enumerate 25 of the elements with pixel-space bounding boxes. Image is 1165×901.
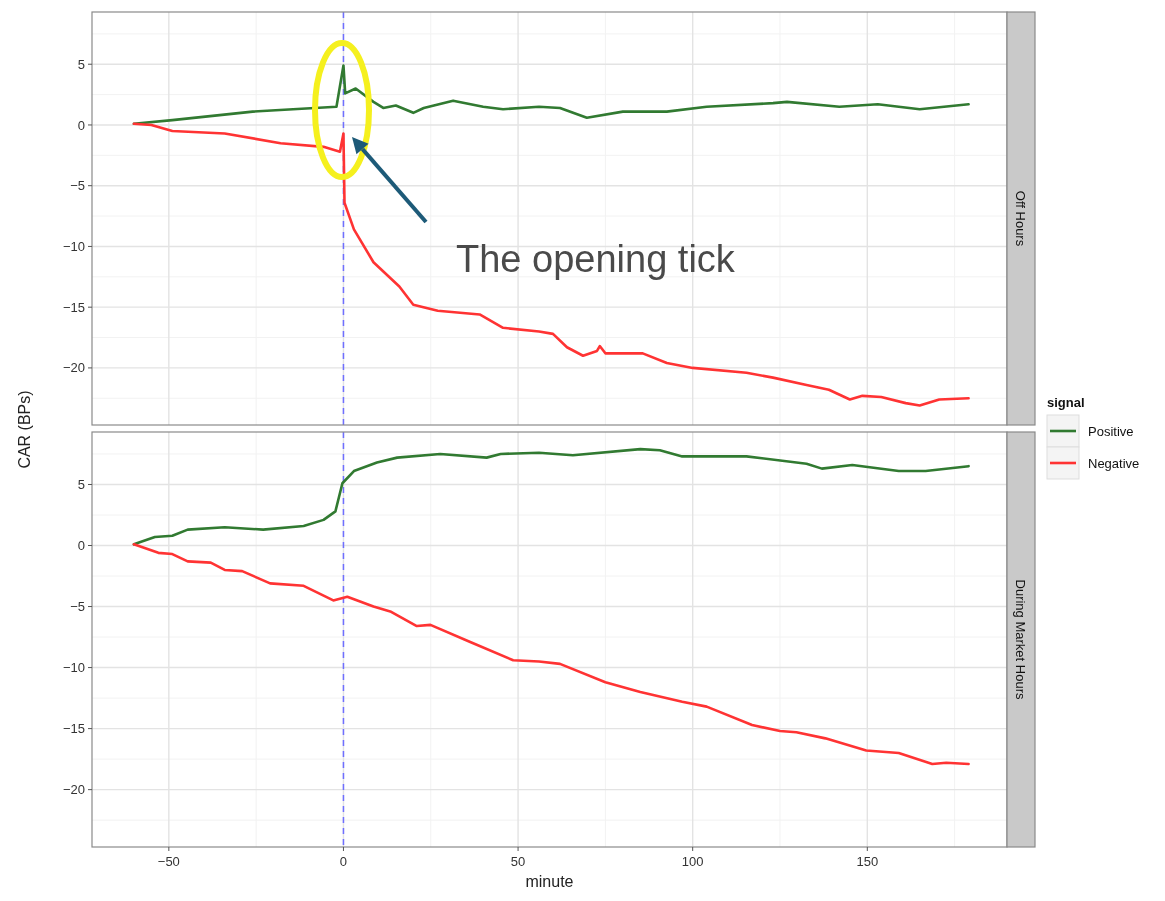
y-tick-label: −20 <box>62 782 85 798</box>
y-tick-label: 5 <box>77 477 85 493</box>
x-tick-label: 0 <box>339 854 348 869</box>
x-axis-title: minute <box>525 873 574 890</box>
y-tick-label: −20 <box>62 360 85 376</box>
y-tick-label: 0 <box>77 117 85 133</box>
x-tick-label: 50 <box>510 854 526 869</box>
y-tick-label: −15 <box>62 721 85 737</box>
x-tick-label: 100 <box>681 854 704 869</box>
legend-title: signal <box>1047 395 1085 410</box>
x-tick-label: 150 <box>856 854 879 869</box>
y-tick-label: −10 <box>62 238 85 254</box>
y-tick-label: −15 <box>62 299 85 315</box>
y-tick-label: −10 <box>62 660 85 676</box>
y-tick-label: −5 <box>70 178 85 194</box>
y-tick-label: 5 <box>77 56 85 72</box>
x-tick-label: −50 <box>157 854 180 869</box>
annotation: The opening tick <box>456 238 736 280</box>
legend-label: Negative <box>1088 455 1140 471</box>
y-tick-label: 0 <box>77 538 85 554</box>
text: During Market Hours <box>1013 579 1029 700</box>
y-axis-title: CAR (BPs) <box>16 390 33 469</box>
y-tick-label: −5 <box>70 599 85 615</box>
text: Off Hours <box>1013 190 1029 247</box>
legend-label: Positive <box>1088 423 1134 439</box>
